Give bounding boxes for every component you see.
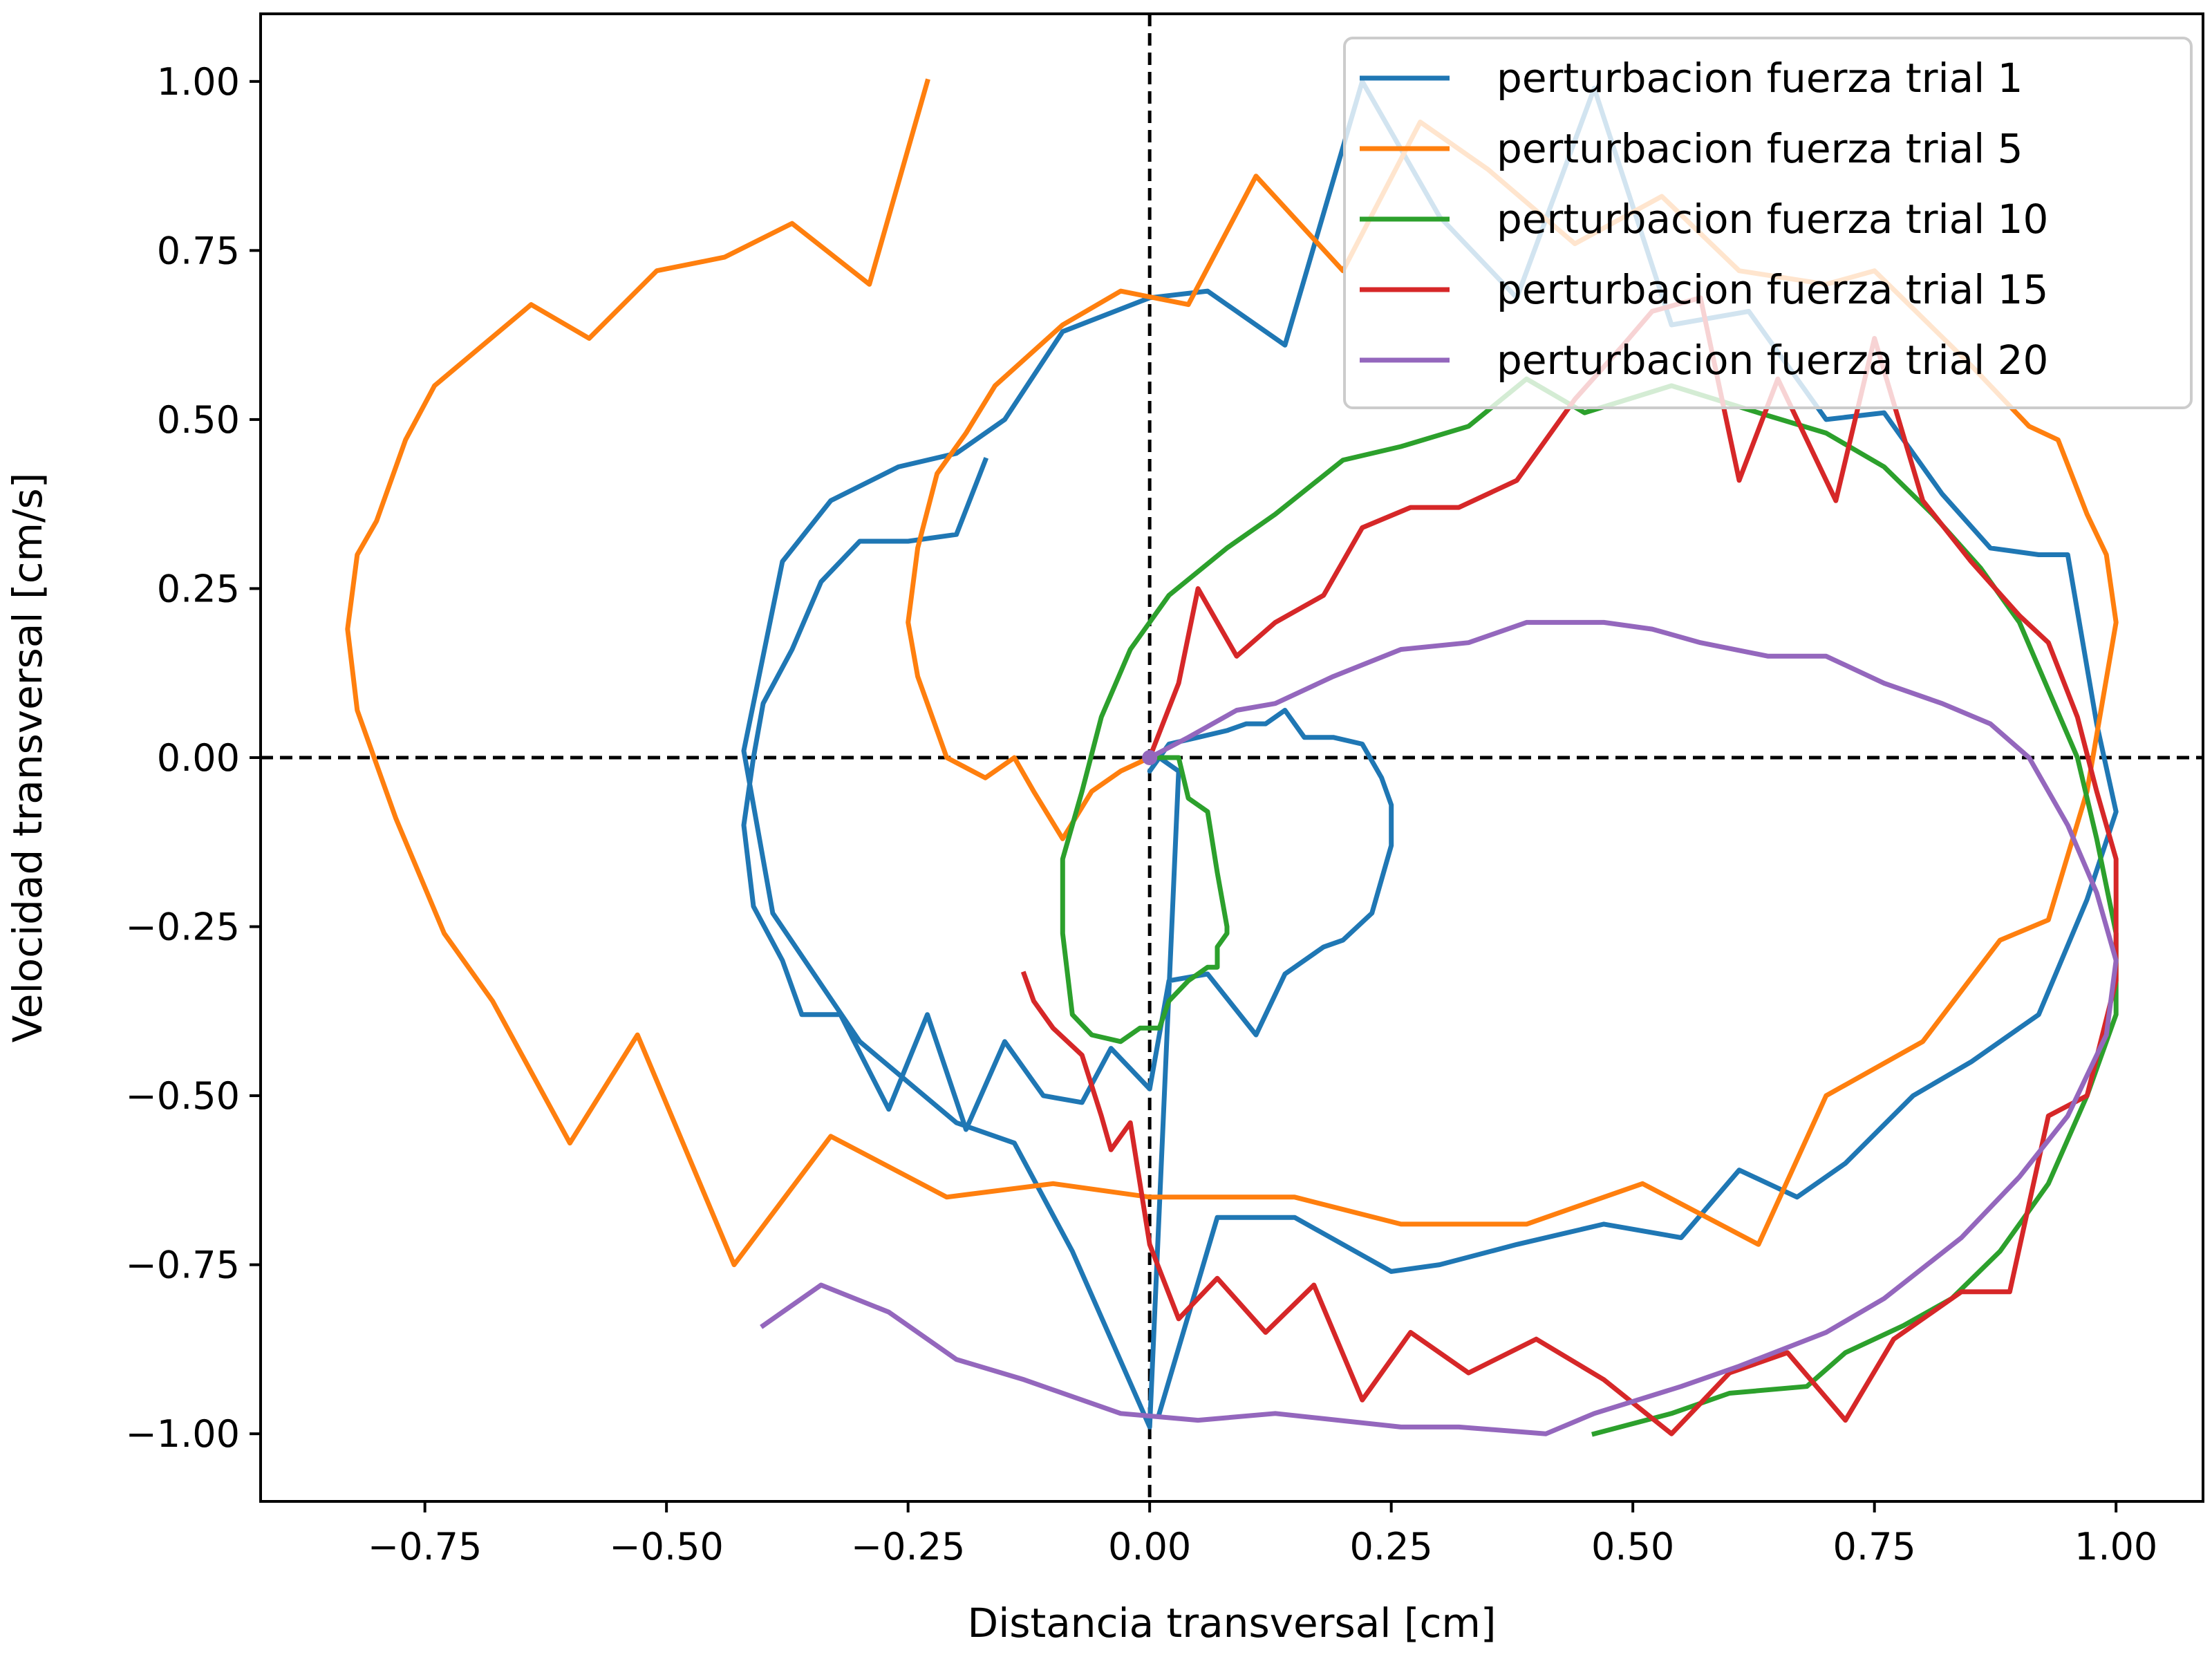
y-tick-label: 0.50 xyxy=(157,398,240,442)
y-tick-label: −0.50 xyxy=(126,1074,240,1118)
y-tick-label: 0.75 xyxy=(157,229,240,272)
x-tick-label: 0.25 xyxy=(1350,1525,1433,1568)
y-tick-label: −0.25 xyxy=(126,906,240,949)
series-line-trial-2 xyxy=(345,78,2119,1268)
origin-marker xyxy=(1142,750,1158,765)
y-axis: −1.00 −0.75 −0.50 −0.25 0.00 0.25 0.50 0.75 1.00 xyxy=(126,60,261,1456)
y-axis-label: Velocidad transversal [cm/s] xyxy=(4,473,51,1043)
legend-label: perturbacion fuerza trial 5 xyxy=(1497,125,2023,172)
x-tick-label: −0.25 xyxy=(851,1525,965,1568)
series-layer xyxy=(345,78,2119,1437)
y-tick-label: −1.00 xyxy=(126,1412,240,1456)
legend-box xyxy=(1343,37,2193,409)
x-tick-label: −0.75 xyxy=(368,1525,482,1568)
legend-label: perturbacion fuerza trial 20 xyxy=(1497,337,2048,384)
x-tick-label: 1.00 xyxy=(2074,1525,2157,1568)
x-axis: −0.75 −0.50 −0.25 0.00 0.25 0.50 0.75 1.00 xyxy=(368,1501,2157,1568)
x-tick-label: −0.50 xyxy=(609,1525,723,1568)
series-line-trial-3 xyxy=(1060,376,2119,1437)
x-axis-label: Distancia transversal [cm] xyxy=(968,1600,1497,1647)
series-line-trial-4 xyxy=(1020,295,2119,1436)
y-tick-label: 0.00 xyxy=(157,736,240,780)
x-tick-label: 0.50 xyxy=(1591,1525,1674,1568)
legend: perturbacion fuerza trial 1 perturbacion … xyxy=(1343,37,2193,409)
y-tick-label: 1.00 xyxy=(157,60,240,104)
series-line-trial-5 xyxy=(760,619,2119,1436)
y-tick-label: −0.75 xyxy=(126,1244,240,1287)
legend-label: perturbacion fuerza trial 10 xyxy=(1497,196,2048,243)
x-tick-label: 0.00 xyxy=(1108,1525,1191,1568)
x-tick-label: 0.75 xyxy=(1833,1525,1916,1568)
y-tick-label: 0.25 xyxy=(157,567,240,610)
legend-label: perturbacion fuerza trial 15 xyxy=(1497,266,2048,313)
legend-label: perturbacion fuerza trial 1 xyxy=(1497,55,2023,102)
